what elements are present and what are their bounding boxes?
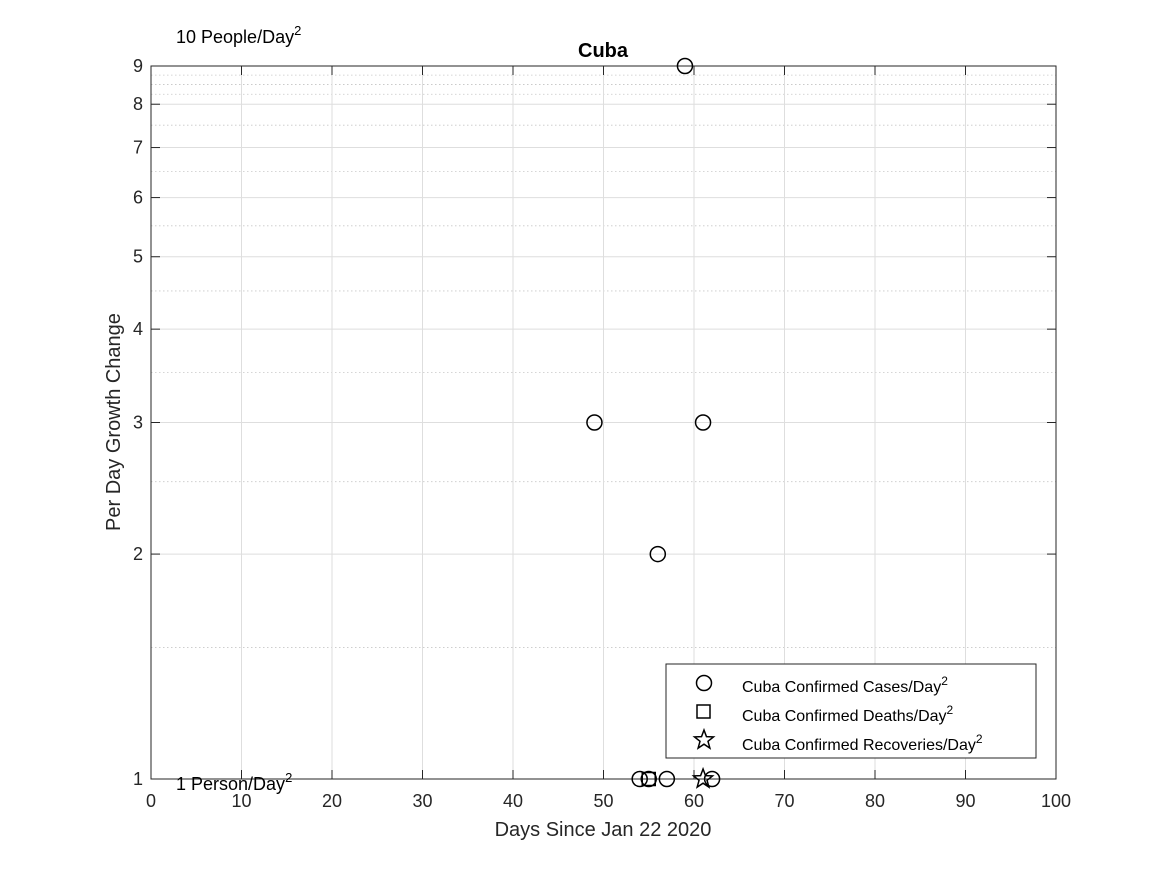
x-tick-label: 0 <box>146 791 156 811</box>
data-point-cases <box>640 770 657 788</box>
data-point-cases <box>658 770 676 788</box>
chart-title: Cuba <box>578 40 629 62</box>
data-point-recoveries <box>691 766 715 789</box>
x-tick-label: 80 <box>865 791 885 811</box>
y-tick-label: 4 <box>133 319 143 339</box>
legend-marker-recoveries <box>692 727 716 750</box>
legend-label-deaths: Cuba Confirmed Deaths/Day2 <box>742 703 954 725</box>
major-grid <box>151 66 1056 779</box>
y-tick-label: 1 <box>133 769 143 789</box>
y-axis-label: Per Day Growth Change <box>103 313 125 531</box>
data-point-cases <box>586 414 603 431</box>
data-point-cases <box>649 545 667 563</box>
x-tick-label: 90 <box>955 791 975 811</box>
legend: Cuba Confirmed Cases/Day2 Cuba Confirmed… <box>665 663 1037 759</box>
legend-marker-deaths <box>696 704 711 719</box>
bottom-annotation: 1 Person/Day2 <box>176 770 292 794</box>
x-axis-label: Days Since Jan 22 2020 <box>495 819 712 841</box>
x-tick-label: 60 <box>684 791 704 811</box>
x-tick-label: 50 <box>593 791 613 811</box>
y-tick-label: 5 <box>133 247 143 267</box>
data-point-deaths <box>641 771 656 787</box>
data-point-cases <box>694 414 712 431</box>
x-tick-label: 70 <box>774 791 794 811</box>
x-tick-label: 100 <box>1041 791 1071 811</box>
y-axis-ticks: 1 2 3 4 5 6 7 8 9 <box>133 56 1056 789</box>
data-point-cases <box>631 770 648 788</box>
x-axis-ticks: 0 10 20 30 40 50 60 70 80 90 100 <box>146 66 1071 811</box>
data-point-cases <box>676 57 694 75</box>
top-annotation: 10 People/Day2 <box>176 23 301 47</box>
legend-label-recoveries: Cuba Confirmed Recoveries/Day2 <box>742 732 983 754</box>
legend-marker-cases <box>695 674 713 692</box>
legend-label-cases: Cuba Confirmed Cases/Day2 <box>742 674 948 696</box>
y-tick-label: 9 <box>133 56 143 76</box>
y-tick-label: 8 <box>133 94 143 114</box>
x-tick-label: 30 <box>412 791 432 811</box>
x-tick-label: 20 <box>322 791 342 811</box>
x-tick-label: 40 <box>503 791 523 811</box>
x-tick-label: 10 <box>231 791 251 811</box>
data-point-cases <box>703 770 721 788</box>
data-points <box>586 57 721 789</box>
y-tick-label: 6 <box>133 188 143 208</box>
y-tick-label: 7 <box>133 138 143 158</box>
y-tick-label: 3 <box>133 413 143 433</box>
legend-box <box>665 663 1037 759</box>
y-tick-label: 2 <box>133 544 143 564</box>
